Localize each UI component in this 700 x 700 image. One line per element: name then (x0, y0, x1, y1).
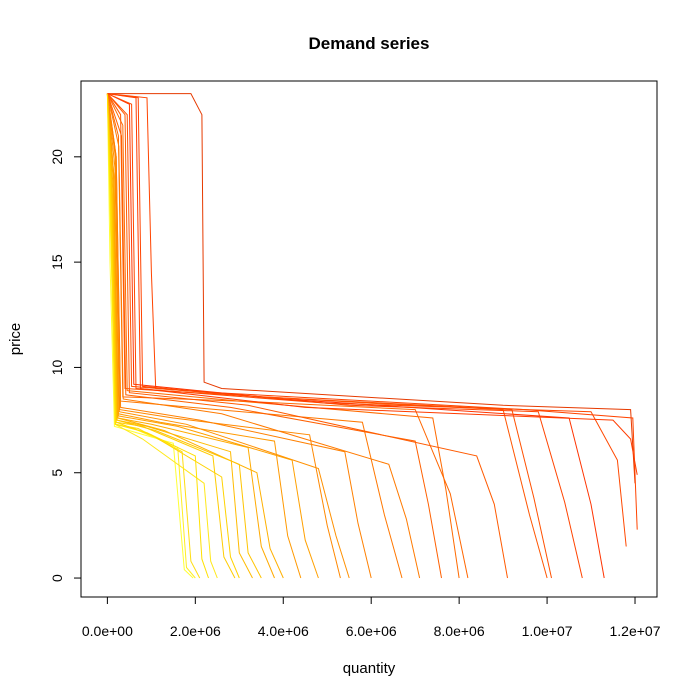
demand-series-line-7 (106, 93, 341, 579)
demand-series-line-13 (106, 93, 196, 579)
plot-frame (80, 80, 658, 598)
demand-series-line-22 (106, 93, 240, 579)
demand-series-line-26 (106, 93, 372, 579)
demand-series-line-21 (106, 93, 284, 579)
x-tick-label: 0.0e+00 (82, 623, 133, 639)
demand-series-line-16 (106, 93, 460, 579)
y-tick-label: 10 (49, 359, 65, 375)
x-tick-label: 2.0e+06 (170, 623, 221, 639)
x-tick-label: 4.0e+06 (258, 623, 309, 639)
x-tick-label: 6.0e+06 (346, 623, 397, 639)
demand-series-line-6 (106, 93, 403, 579)
demand-series-line-19 (106, 93, 421, 579)
demand-series-line-1 (107, 93, 636, 484)
chart-title: Demand series (309, 34, 430, 53)
demand-series-line-29 (106, 93, 209, 579)
y-tick-label: 20 (49, 149, 65, 165)
y-axis: 0 5 10 15 20 (49, 149, 82, 582)
x-axis: 0.0e+00 2.0e+06 4.0e+06 6.0e+06 8.0e+06 1.0e+… (82, 596, 661, 639)
demand-series-line-4 (106, 93, 469, 579)
y-tick-label: 5 (49, 469, 65, 477)
demand-series-line-23 (106, 93, 218, 579)
demand-series-line-25 (106, 93, 442, 579)
x-axis-label: quantity (343, 660, 396, 677)
demand-series-line-30 (107, 93, 583, 579)
y-tick-label: 0 (49, 574, 65, 582)
y-axis-label: price (7, 323, 24, 356)
demand-series-line-3 (106, 93, 548, 579)
x-tick-label: 1.0e+07 (522, 623, 573, 639)
series-layer (106, 93, 638, 579)
demand-series-line-20 (106, 93, 350, 579)
demand-series-line-18 (107, 93, 508, 579)
demand-series-line-17 (107, 93, 627, 547)
demand-series-line-28 (106, 93, 262, 579)
demand-series-line-14 (106, 93, 194, 579)
x-tick-label: 1.2e+07 (610, 623, 661, 639)
demand-series-line-10 (106, 93, 253, 579)
x-tick-label: 8.0e+06 (434, 623, 485, 639)
demand-series-line-27 (106, 93, 319, 579)
y-tick-label: 15 (49, 254, 65, 270)
demand-series-line-15 (107, 93, 552, 579)
